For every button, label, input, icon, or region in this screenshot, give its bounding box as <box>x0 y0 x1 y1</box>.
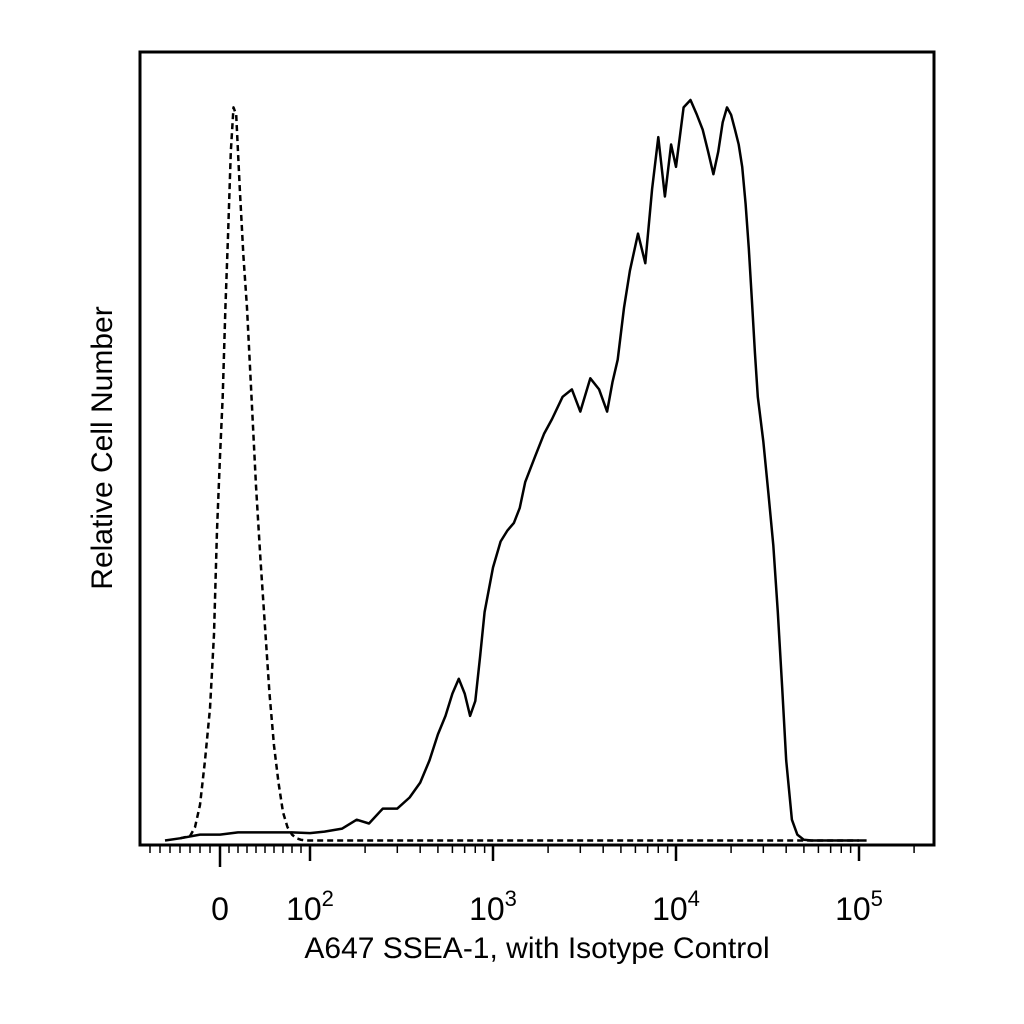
x-tick-labels: 0 102 103 104 105 <box>211 886 883 927</box>
x-tick-label: 104 <box>652 886 700 927</box>
plot-frame <box>138 50 936 847</box>
series-line-ssea-1 <box>164 98 867 842</box>
x-tick-label: 102 <box>286 886 334 927</box>
x-axis-ticks <box>149 845 915 867</box>
series-layer <box>164 98 867 842</box>
series-line-isotype-control <box>179 106 859 842</box>
x-tick-label: 105 <box>835 886 883 927</box>
y-axis-label: Relative Cell Number <box>86 306 119 589</box>
x-tick-label: 0 <box>211 891 229 927</box>
x-axis-label: A647 SSEA-1, with Isotype Control <box>304 932 769 965</box>
x-tick-label: 103 <box>469 886 517 927</box>
